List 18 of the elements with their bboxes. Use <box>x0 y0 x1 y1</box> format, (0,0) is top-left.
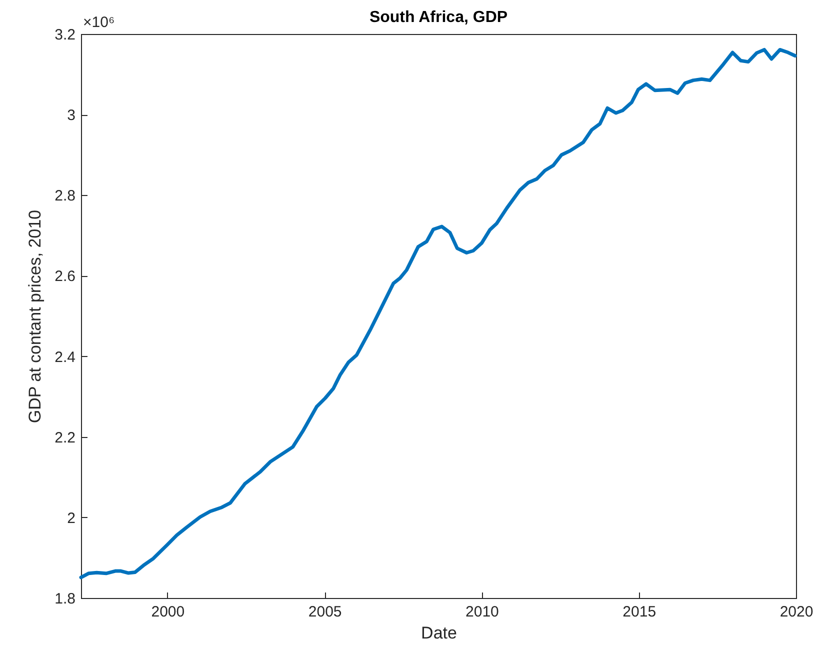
x-tick-label: 2010 <box>466 604 499 620</box>
x-axis-title: Date <box>421 624 457 642</box>
x-tick-label: 2015 <box>622 604 656 620</box>
line-series <box>79 48 797 580</box>
y-axis-title: GDP at contant prices, 2010 <box>26 210 45 424</box>
text: ×10⁶ <box>83 14 115 31</box>
y-tick-label: 3 <box>67 107 76 124</box>
y-tick-label: 2 <box>67 510 76 527</box>
chart-title: South Africa, GDP <box>369 9 508 26</box>
x-tick-label: 2005 <box>308 604 342 620</box>
x-tick-label: 2020 <box>780 604 814 620</box>
y-tick-label: 2.4 <box>54 348 76 366</box>
y-tick-label: 3.2 <box>54 26 76 44</box>
y-tick-label: 2.6 <box>54 268 76 286</box>
y-tick-label: 2.8 <box>54 188 76 205</box>
x-tick-label: 2000 <box>151 604 185 620</box>
y-tick-label: 2.2 <box>54 429 76 446</box>
y-tick-label: 1.8 <box>54 590 76 608</box>
